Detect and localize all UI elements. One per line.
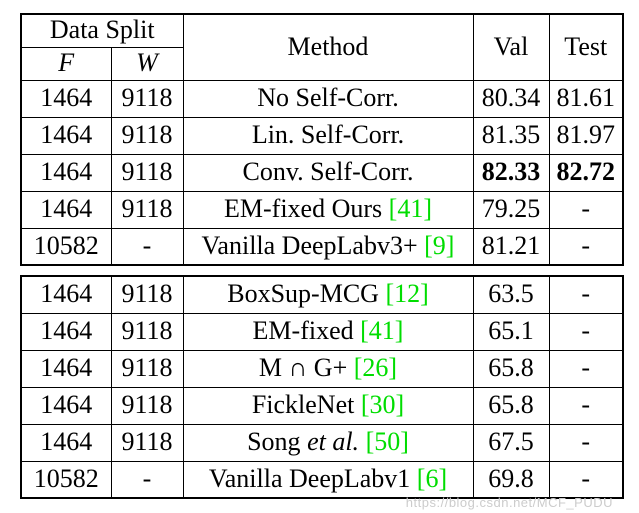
cell-test: -	[548, 275, 624, 314]
cell-w: 9118	[110, 349, 184, 388]
cell-f: 1464	[20, 312, 112, 351]
citation: [12]	[385, 279, 429, 309]
method-text: Vanilla DeepLabv1	[208, 463, 417, 493]
cell-val: 65.8	[472, 386, 550, 425]
table-row: 1464 9118 No Self-Corr. 80.34 81.61	[20, 79, 624, 118]
cell-w: 9118	[110, 79, 184, 118]
cell-val: 69.8	[472, 460, 550, 499]
cell-method: FickleNet [30]	[182, 386, 474, 425]
method-text: No Self-Corr.	[257, 83, 399, 113]
cell-w: -	[110, 227, 184, 266]
method-text: Vanilla DeepLabv3+	[201, 230, 425, 260]
table-row: 1464 9118 Song et al. [50] 67.5 -	[20, 423, 624, 462]
header-data-split: Data Split	[20, 13, 184, 48]
cell-w: 9118	[110, 275, 184, 314]
cell-method: Conv. Self-Corr.	[182, 153, 474, 192]
cell-f: 1464	[20, 275, 112, 314]
cell-test: -	[548, 227, 624, 266]
cell-test: -	[548, 386, 624, 425]
method-italic: et al.	[307, 427, 366, 457]
cell-val: 79.25	[472, 190, 550, 229]
cell-f: 10582	[20, 460, 112, 499]
cell-f: 1464	[20, 423, 112, 462]
cell-method: EM-fixed Ours [41]	[182, 190, 474, 229]
results-table-figure: Data Split Method Val Test F W 1464 9118…	[20, 13, 624, 499]
cell-val: 67.5	[472, 423, 550, 462]
cell-method: EM-fixed [41]	[182, 312, 474, 351]
table-row: 1464 9118 EM-fixed [41] 65.1 -	[20, 312, 624, 351]
cell-test: 81.97	[548, 116, 624, 155]
header-row-1: Data Split Method Val Test	[20, 13, 624, 81]
cell-w: 9118	[110, 423, 184, 462]
cell-method: Lin. Self-Corr.	[182, 116, 474, 155]
cell-test: 81.61	[548, 79, 624, 118]
cell-f: 1464	[20, 79, 112, 118]
method-text: EM-fixed	[252, 316, 361, 346]
cell-w: 9118	[110, 190, 184, 229]
cell-test: -	[548, 190, 624, 229]
cell-w: 9118	[110, 386, 184, 425]
table-row: 1464 9118 EM-fixed Ours [41] 79.25 -	[20, 190, 624, 229]
cell-f: 1464	[20, 386, 112, 425]
header-test: Test	[548, 13, 624, 81]
table-row: 1464 9118 Lin. Self-Corr. 81.35 81.97	[20, 116, 624, 155]
cell-w: 9118	[110, 312, 184, 351]
cell-f: 1464	[20, 153, 112, 192]
citation: [9]	[424, 230, 455, 260]
cell-val-best: 82.33	[472, 153, 550, 192]
cell-test: -	[548, 349, 624, 388]
cell-val: 80.34	[472, 79, 550, 118]
citation: [50]	[365, 427, 409, 457]
header-method: Method	[182, 13, 474, 81]
cell-w: 9118	[110, 153, 184, 192]
header-f: F	[20, 46, 112, 81]
header-val: Val	[472, 13, 550, 81]
method-text: FickleNet	[251, 390, 361, 420]
cell-val: 63.5	[472, 275, 550, 314]
cell-method: M ∩ G+ [26]	[182, 349, 474, 388]
cell-f: 1464	[20, 190, 112, 229]
table-row: 1464 9118 M ∩ G+ [26] 65.8 -	[20, 349, 624, 388]
cell-val: 81.35	[472, 116, 550, 155]
cell-method: Vanilla DeepLabv3+ [9]	[182, 227, 474, 266]
method-text: Conv. Self-Corr.	[242, 157, 414, 187]
cell-f: 1464	[20, 116, 112, 155]
table-row: 1464 9118 BoxSup-MCG [12] 63.5 -	[20, 275, 624, 314]
citation: [6]	[416, 463, 448, 493]
citation: [30]	[360, 390, 405, 420]
cell-f: 1464	[20, 349, 112, 388]
method-text: M ∩ G+	[258, 353, 354, 383]
citation: [26]	[353, 353, 398, 383]
cell-method: Vanilla DeepLabv1 [6]	[182, 460, 474, 499]
cell-val: 65.8	[472, 349, 550, 388]
method-text: EM-fixed Ours	[224, 194, 389, 224]
method-text: BoxSup-MCG	[227, 279, 386, 309]
citation: [41]	[388, 194, 432, 224]
cell-method: No Self-Corr.	[182, 79, 474, 118]
watermark: https://blog.csdn.net/MCF_PUDU	[405, 495, 613, 510]
cell-test: -	[548, 460, 624, 499]
method-text: Lin. Self-Corr.	[251, 120, 405, 150]
results-table-lower: 1464 9118 BoxSup-MCG [12] 63.5 - 1464 91…	[20, 275, 624, 499]
citation: [41]	[360, 316, 404, 346]
cell-method: Song et al. [50]	[182, 423, 474, 462]
header-w: W	[110, 46, 184, 81]
cell-w: -	[110, 460, 184, 499]
cell-val: 81.21	[472, 227, 550, 266]
cell-val: 65.1	[472, 312, 550, 351]
cell-method: BoxSup-MCG [12]	[182, 275, 474, 314]
cell-w: 9118	[110, 116, 184, 155]
method-text: Song	[247, 427, 308, 457]
table-row: 1464 9118 FickleNet [30] 65.8 -	[20, 386, 624, 425]
cell-test: -	[548, 312, 624, 351]
table-row: 10582 - Vanilla DeepLabv3+ [9] 81.21 -	[20, 227, 624, 266]
table-row: 1464 9118 Conv. Self-Corr. 82.33 82.72	[20, 153, 624, 192]
table-row: 10582 - Vanilla DeepLabv1 [6] 69.8 -	[20, 460, 624, 499]
results-table-upper: Data Split Method Val Test F W 1464 9118…	[20, 13, 624, 266]
cell-test-best: 82.72	[548, 153, 624, 192]
cell-test: -	[548, 423, 624, 462]
header-row-2: F W	[20, 46, 623, 81]
cell-f: 10582	[20, 227, 112, 266]
